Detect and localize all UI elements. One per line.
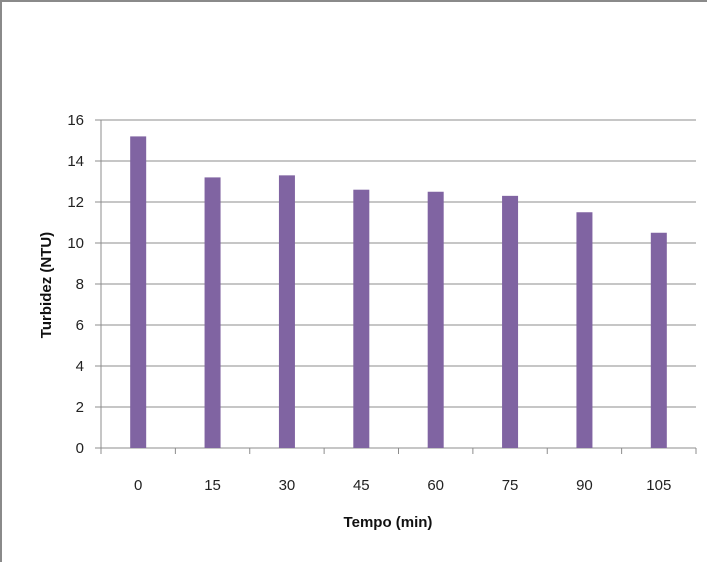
- x-tick-label-15: 15: [204, 477, 221, 494]
- x-tick-label-105: 105: [646, 477, 671, 494]
- y-axis-title: Turbidez (NTU): [38, 232, 55, 338]
- bar-60: [427, 191, 444, 448]
- bar-90: [576, 212, 593, 448]
- x-tick-label-45: 45: [353, 477, 370, 494]
- x-tick-labels: 0 15 30 45 60 75 90 105: [134, 477, 671, 494]
- y-tick-label-12: 12: [67, 194, 84, 211]
- gridlines: [101, 119, 696, 408]
- y-tick-label-10: 10: [67, 235, 84, 252]
- y-tick-label-0: 0: [76, 440, 84, 457]
- x-axis-title: Tempo (min): [344, 514, 433, 531]
- bar-0: [130, 136, 147, 448]
- x-tick-label-75: 75: [502, 477, 519, 494]
- x-tick-label-30: 30: [279, 477, 296, 494]
- x-tick-label-90: 90: [576, 477, 593, 494]
- bar-45: [353, 189, 370, 448]
- axes: [95, 119, 697, 454]
- bar-105: [650, 232, 667, 448]
- bar-15: [204, 177, 221, 448]
- y-tick-label-4: 4: [76, 358, 84, 375]
- y-tick-label-14: 14: [67, 153, 84, 170]
- bar-75: [502, 195, 519, 448]
- bars: [130, 136, 667, 448]
- y-tick-label-16: 16: [67, 112, 84, 129]
- y-tick-label-2: 2: [76, 399, 84, 416]
- x-tick-label-0: 0: [134, 477, 142, 494]
- y-tick-label-6: 6: [76, 317, 84, 334]
- y-tick-label-8: 8: [76, 276, 84, 293]
- bar-30: [278, 175, 295, 448]
- x-tick-label-60: 60: [427, 477, 444, 494]
- y-tick-labels: 0 2 4 6 8 10 12 14 16: [67, 112, 84, 457]
